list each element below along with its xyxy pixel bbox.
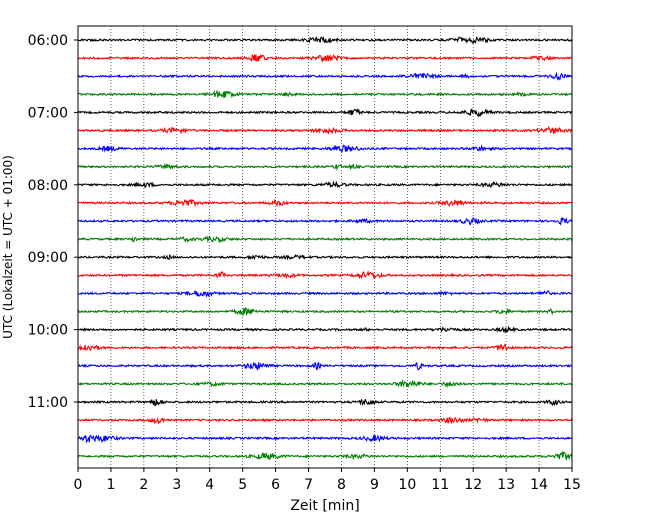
y-tick-label: 10:00 (28, 323, 68, 339)
trace-line (77, 35, 573, 44)
trace-line (77, 198, 572, 208)
x-tick-label: 11 (431, 477, 449, 493)
x-tick-label: 4 (205, 477, 214, 493)
x-tick-label: 5 (238, 477, 247, 493)
y-tick-label: 07:00 (28, 105, 68, 121)
x-tick-label: 13 (497, 477, 515, 493)
x-tick-label: 10 (398, 477, 416, 493)
trace-line (77, 253, 573, 261)
trace-line (77, 450, 573, 461)
trace-line (77, 361, 573, 371)
trace-line (77, 108, 573, 118)
trace-line (77, 89, 573, 99)
y-tick-label: 08:00 (28, 178, 68, 194)
x-tick-label: 6 (271, 477, 280, 493)
x-tick-label: 3 (172, 477, 181, 493)
x-axis-title: Zeit [min] (290, 498, 359, 514)
trace-line (77, 290, 573, 298)
plot-frame (77, 25, 573, 469)
trace-line (77, 343, 573, 352)
trace-line (77, 270, 573, 280)
trace-line (77, 125, 572, 135)
y-tick-label: 09:00 (28, 250, 68, 266)
x-tick-label: 2 (139, 477, 148, 493)
trace-line (77, 180, 573, 189)
x-tick-label: 14 (530, 477, 548, 493)
y-axis: 06:00 07:00 08:00 09:00 10:00 11:00 (28, 33, 78, 411)
y-tick-label: 11:00 (28, 395, 68, 411)
y-tick-label: 06:00 (28, 33, 68, 49)
x-tick-label: 7 (304, 477, 313, 493)
trace-line (77, 325, 573, 334)
plot-background (78, 26, 572, 468)
trace-line (77, 144, 573, 153)
traces (77, 35, 573, 461)
x-axis: 0 1 2 3 4 5 6 7 8 9 10 11 12 13 14 15 (74, 468, 581, 493)
x-tick-label: 9 (370, 477, 379, 493)
trace-line (77, 53, 573, 64)
trace-line (77, 162, 573, 172)
trace-line (77, 434, 573, 444)
x-tick-label: 12 (464, 477, 482, 493)
x-tick-label: 1 (106, 477, 115, 493)
y-axis-title: UTC (Lokalzeit = UTC + 01:00) (1, 155, 15, 339)
trace-line (77, 235, 573, 244)
trace-line (77, 71, 573, 81)
trace-line (77, 379, 573, 389)
x-tick-label: 15 (563, 477, 581, 493)
trace-line (77, 416, 573, 425)
x-tick-label: 0 (74, 477, 83, 493)
trace-line (77, 398, 573, 407)
x-tick-label: 8 (337, 477, 346, 493)
trace-line (77, 216, 573, 226)
trace-line (77, 307, 573, 316)
